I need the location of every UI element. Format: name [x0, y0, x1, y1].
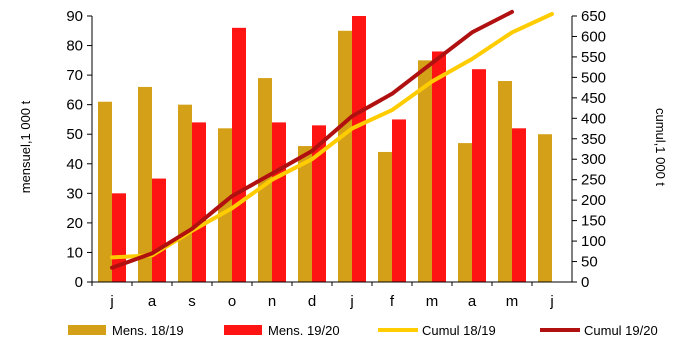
bar-mens-18-19-9	[458, 143, 472, 282]
bar-mens-19-20-0	[112, 193, 126, 282]
bar-mens-19-20-2	[192, 122, 206, 283]
y2-tick-label: 450	[581, 90, 606, 107]
bar-mens-18-19-11	[538, 134, 552, 282]
bar-mens-18-19-0	[98, 101, 112, 282]
bars-layer	[98, 16, 552, 283]
bar-mens-19-20-3	[232, 27, 246, 283]
x-tick-label: j	[349, 293, 353, 310]
y2-tick-label: 150	[581, 213, 606, 230]
y2-axis-label: cumul,1 000 t	[653, 108, 668, 186]
bar-mens-18-19-6	[338, 30, 352, 283]
bar-mens-19-20-4	[272, 122, 286, 283]
x-tick-label: m	[506, 293, 519, 310]
bar-mens-18-19-7	[378, 151, 392, 282]
bar-mens-19-20-5	[312, 125, 326, 282]
legend-label-cumul-19-20: Cumul 19/20	[584, 323, 658, 338]
y-tick-label: 60	[66, 97, 83, 114]
bar-mens-19-20-10	[512, 128, 526, 282]
y2-tick-label: 600	[581, 28, 606, 45]
bar-mens-18-19-4	[258, 78, 272, 282]
bar-mens-19-20-6	[352, 16, 366, 282]
x-tick-label: d	[308, 293, 316, 310]
x-tick-label: j	[549, 293, 553, 310]
bar-mens-18-19-10	[498, 81, 512, 283]
y-tick-label: 80	[66, 38, 83, 55]
bar-mens-18-19-5	[298, 146, 312, 282]
y2-tick-label: 100	[581, 233, 606, 250]
bar-mens-19-20-1	[152, 178, 166, 282]
legend-label-mens-19-20: Mens. 19/20	[268, 323, 340, 338]
x-tick-label: j	[109, 293, 113, 310]
y2-tick-label: 650	[581, 8, 606, 25]
y2-tick-label: 200	[581, 192, 606, 209]
x-tick-label: a	[468, 293, 477, 310]
line-cumul-19-20	[110, 9, 514, 270]
x-tick-label: m	[426, 293, 439, 310]
y2-tick-label: 0	[581, 274, 589, 291]
legend: Mens. 18/19 Mens. 19/20 Cumul 18/19 Cumul 1…	[68, 323, 658, 338]
bar-mens-19-20-7	[392, 119, 406, 282]
y-axis-label: mensuel,1 000 t	[18, 100, 33, 193]
x-tick-label: n	[268, 293, 276, 310]
y2-tick-label: 300	[581, 151, 606, 168]
legend-swatch-mens-19-20	[224, 325, 262, 335]
y-tick-label: 20	[66, 215, 83, 232]
bar-mens-19-20-9	[472, 69, 486, 282]
bar-mens-18-19-8	[418, 60, 432, 283]
bar-mens-18-19-2	[178, 104, 192, 283]
y-tick-label: 40	[66, 156, 83, 173]
y-ticks: 0 10 20 30 40 50 60 70 80 90	[66, 8, 92, 291]
y-tick-label: 30	[66, 185, 83, 202]
legend-label-cumul-18-19: Cumul 18/19	[422, 323, 496, 338]
y2-tick-label: 400	[581, 110, 606, 127]
bar-mens-18-19-3	[218, 128, 232, 282]
x-tick-label: a	[148, 293, 157, 310]
y-tick-label: 0	[75, 274, 83, 291]
bar-mens-19-20-8	[432, 51, 446, 282]
bar-mens-18-19-1	[138, 86, 152, 282]
x-tick-label: o	[228, 293, 236, 310]
y2-tick-label: 50	[581, 254, 598, 271]
y2-tick-label: 550	[581, 49, 606, 66]
y2-tick-label: 350	[581, 131, 606, 148]
legend-label-mens-18-19: Mens. 18/19	[112, 323, 184, 338]
legend-swatch-mens-18-19	[68, 325, 106, 335]
x-tick-label: f	[390, 293, 395, 310]
y-tick-label: 50	[66, 126, 83, 143]
y2-tick-label: 500	[581, 69, 606, 86]
lines-layer	[110, 9, 554, 270]
y2-tick-label: 250	[581, 172, 606, 189]
y-tick-label: 10	[66, 244, 83, 261]
x-tick-label: s	[188, 293, 196, 310]
y-tick-label: 90	[66, 8, 83, 25]
y2-ticks: 0 50 100 150 200 250 300 350 400 450 500 550 600 650	[572, 8, 606, 291]
y-tick-label: 70	[66, 67, 83, 84]
